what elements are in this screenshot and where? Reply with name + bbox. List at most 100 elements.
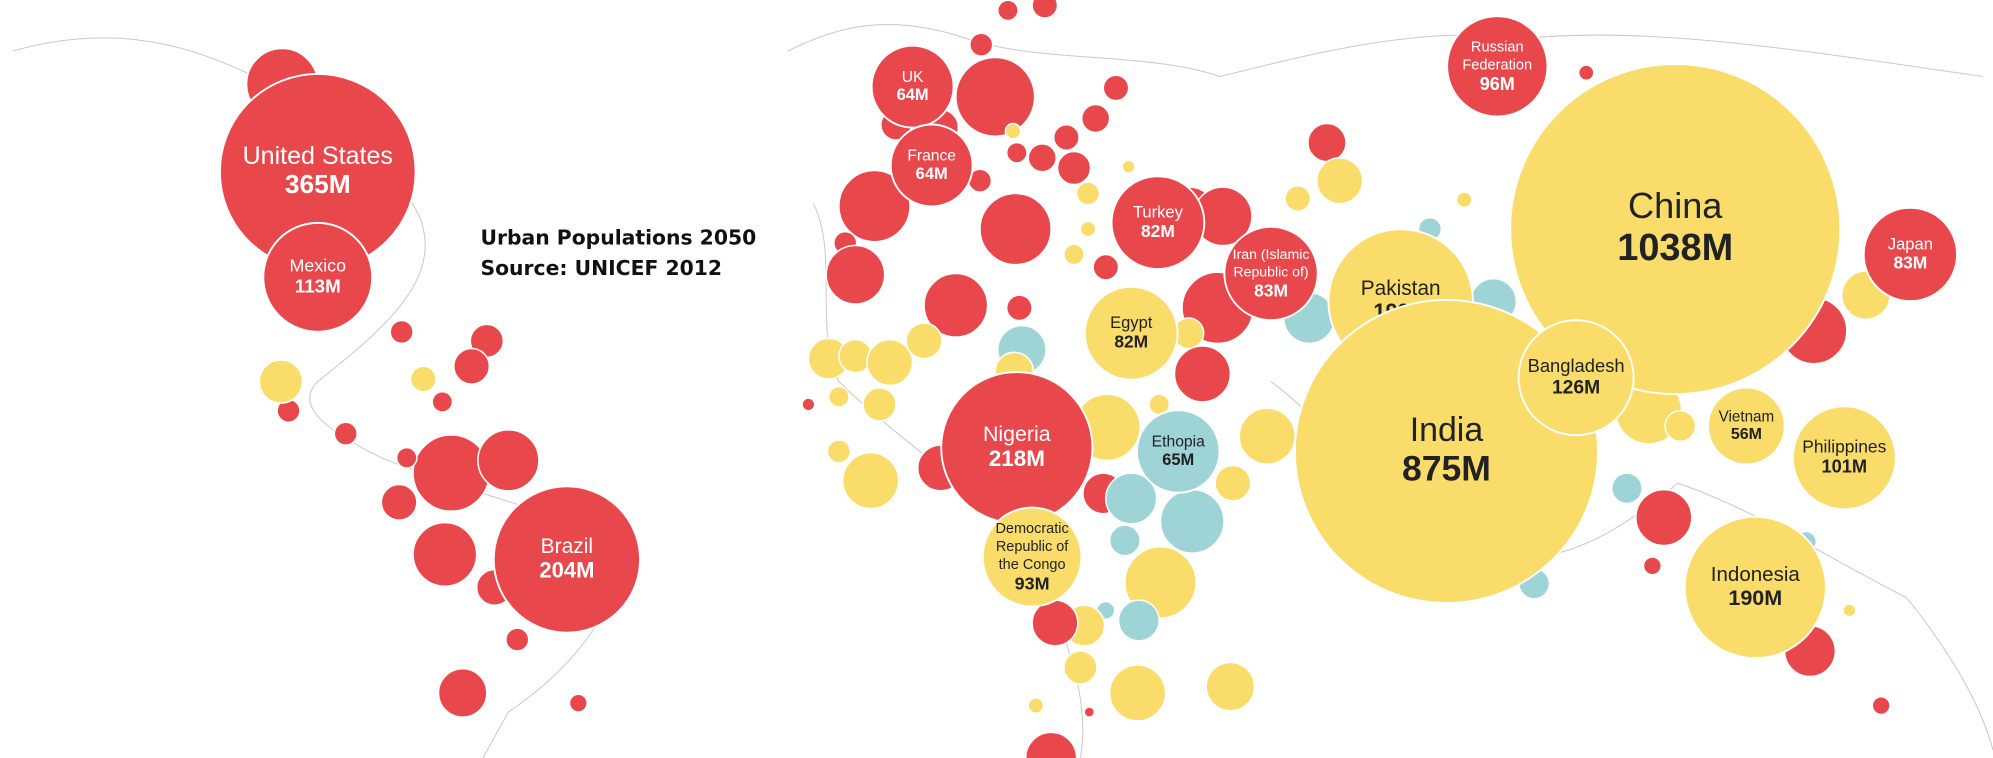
bubble (1791, 405, 1897, 511)
country-name: Republic of (996, 539, 1069, 555)
minor-bubble (477, 429, 540, 492)
bubble (1862, 206, 1959, 303)
country-name: UK (902, 69, 924, 86)
value-label: 126M (1552, 377, 1600, 398)
country-name: the Congo (999, 557, 1066, 573)
value-label: 83M (1893, 253, 1927, 273)
minor-bubble (431, 390, 454, 413)
value-label: 365M (285, 169, 351, 199)
country-name: United States (243, 142, 393, 170)
value-label: 56M (1731, 426, 1762, 443)
minor-bubble (1159, 488, 1225, 554)
value-label: 101M (1821, 456, 1867, 477)
bubble (1446, 15, 1549, 118)
bubble (889, 123, 974, 208)
minor-bubble (1108, 524, 1141, 557)
minor-bubble (1577, 64, 1595, 82)
minor-bubble (1005, 294, 1033, 322)
minor-bubble (1005, 141, 1028, 164)
minor-bubble (258, 359, 304, 404)
country-name: Iran (Islamic (1233, 246, 1310, 262)
minor-bubble (1080, 103, 1111, 134)
country-name: Philippines (1802, 436, 1886, 456)
minor-bubble (1173, 345, 1232, 403)
minor-bubble (395, 446, 418, 469)
minor-bubble (1108, 664, 1167, 722)
country-name: Federation (1462, 57, 1532, 73)
minor-bubble (838, 169, 911, 243)
minor-bubble (979, 192, 1052, 266)
minor-bubble (969, 32, 994, 57)
minor-bubble (409, 365, 437, 393)
minor-bubble (955, 56, 1036, 137)
minor-bubble (1079, 220, 1097, 238)
minor-bubble (1092, 253, 1120, 281)
minor-bubble (1214, 464, 1252, 502)
bubble (1083, 285, 1179, 381)
bubble (1110, 175, 1206, 270)
minor-bubble (1664, 410, 1697, 443)
country-name: Brazil (541, 535, 593, 558)
minor-bubble (1105, 472, 1158, 525)
country-name: Egypt (1110, 313, 1153, 332)
country-name: Democratic (995, 521, 1068, 537)
minor-bubble (1316, 157, 1364, 205)
country-name: India (1410, 411, 1484, 449)
minor-bubble (1031, 0, 1059, 19)
minor-bubble (1205, 661, 1256, 712)
country-name: France (907, 148, 956, 165)
country-name: Republic of) (1233, 263, 1308, 279)
minor-bubble (1238, 407, 1296, 465)
bubble (262, 221, 374, 333)
value-label: 1038M (1617, 227, 1733, 269)
minor-bubble (1075, 181, 1101, 206)
country-name: Vietnam (1719, 408, 1775, 425)
minor-bubble (1642, 556, 1663, 576)
minor-bubble (997, 0, 1019, 22)
minor-bubble (825, 244, 886, 305)
minor-bubble (1031, 599, 1079, 647)
bubble (1136, 409, 1221, 494)
bubble (1707, 386, 1786, 466)
country-name: Nigeria (983, 422, 1051, 446)
bubble (1509, 63, 1842, 396)
value-label: 83M (1254, 280, 1288, 300)
minor-bubble (1004, 122, 1022, 140)
minor-bubble (866, 338, 914, 387)
minor-bubble (905, 322, 943, 360)
minor-bubble (1842, 603, 1857, 618)
value-label: 96M (1480, 74, 1515, 94)
minor-bubble (412, 434, 491, 512)
minor-bubble (568, 693, 588, 713)
value-label: 113M (295, 276, 341, 297)
chart-subtitle: Source: UNICEF 2012 (480, 256, 722, 280)
country-name: Bangladesh (1528, 355, 1625, 376)
value-label: 82M (1141, 221, 1175, 241)
chart-title: Urban Populations 2050 (480, 225, 756, 249)
minor-bubble (1056, 150, 1092, 186)
minor-bubble (1027, 697, 1045, 715)
country-name: Pakistan (1361, 277, 1441, 300)
minor-bubble (1027, 143, 1058, 173)
minor-bubble (333, 421, 358, 446)
minor-bubble (1117, 599, 1160, 642)
minor-bubble (1052, 124, 1080, 151)
minor-bubble (1063, 650, 1098, 685)
country-name: Russian (1471, 39, 1524, 55)
